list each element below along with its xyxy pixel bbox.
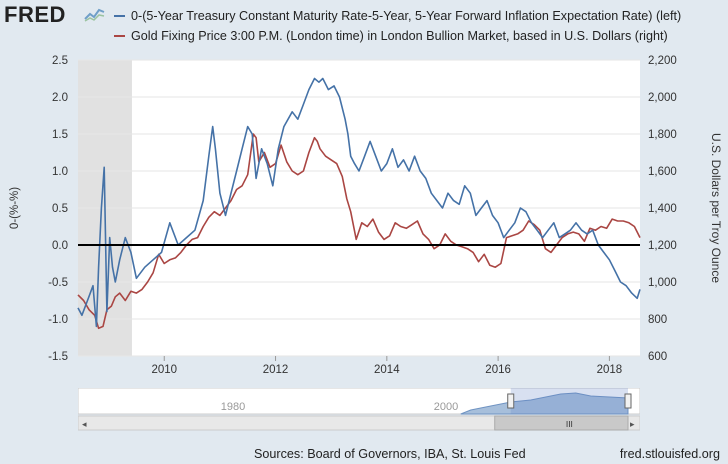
y-tick-label-left: 1.5 — [52, 129, 68, 141]
x-tick-label: 2016 — [485, 364, 511, 376]
y-tick-label-left: 0.5 — [52, 203, 68, 215]
y-tick-label-right: 2,000 — [648, 92, 677, 104]
line-chart: -1.5 -1.0 -0.5 0.0 0.5 1.0 1.5 2.0 2.5 600 800 1,00… — [9, 55, 723, 376]
navigator-year-label: 2000 — [434, 401, 458, 413]
legend-swatch-series-1 — [114, 15, 125, 17]
x-tick-label: 2012 — [263, 364, 289, 376]
chart-spark-icon — [84, 8, 105, 22]
y-tick-label-right: 1,400 — [648, 203, 677, 215]
y-tick-label-left: -0.5 — [48, 277, 68, 289]
legend-swatch-series-2 — [114, 35, 125, 37]
y-tick-label-right: 1,000 — [648, 277, 677, 289]
y-tick-label-left: -1.0 — [48, 314, 68, 326]
x-tick-label: 2018 — [597, 364, 623, 376]
range-navigator[interactable]: 1980 2000 III ◂ ▸ — [78, 388, 640, 432]
y-tick-label-left: 1.0 — [52, 166, 68, 178]
y-tick-label-right: 1,200 — [648, 240, 677, 252]
legend-label-series-2: Gold Fixing Price 3:00 P.M. (London time… — [131, 29, 668, 43]
y-tick-label-right: 1,600 — [648, 166, 677, 178]
y-tick-label-left: 2.5 — [52, 55, 68, 67]
y-tick-label-left: -1.5 — [48, 351, 68, 363]
legend: 0-(5-Year Treasury Constant Maturity Rat… — [114, 6, 681, 46]
y-tick-label-left: 2.0 — [52, 92, 68, 104]
y-tick-label-right: 1,800 — [648, 129, 677, 141]
navigator-window[interactable] — [510, 388, 628, 414]
scroll-right-arrow[interactable]: ▸ — [630, 420, 635, 430]
footer: Sources: Board of Governors, IBA, St. Lo… — [0, 440, 728, 464]
navigator-scrollbar-grip[interactable]: III — [566, 420, 573, 429]
site-link[interactable]: fred.stlouisfed.org — [619, 447, 720, 461]
navigator-handle-right[interactable] — [624, 393, 632, 409]
source-note: Sources: Board of Governors, IBA, St. Lo… — [254, 447, 526, 461]
y-tick-label-right: 800 — [648, 314, 667, 326]
scroll-left-arrow[interactable]: ◂ — [82, 420, 87, 430]
navigator-scrollbar-thumb[interactable] — [494, 415, 629, 431]
x-tick-label: 2014 — [374, 364, 400, 376]
y-tick-label-right: 600 — [648, 351, 667, 363]
header: FRED 0-(5-Year Treasury Constant Maturit… — [0, 0, 728, 50]
y-tick-label-right: 2,200 — [648, 55, 677, 67]
legend-item-series-2[interactable]: Gold Fixing Price 3:00 P.M. (London time… — [114, 26, 681, 46]
y-axis-title-left: 0-(%-%) — [9, 187, 21, 229]
y-axis-title-right: U.S. Dollars per Troy Ounce — [709, 133, 723, 283]
series-line-rate-spread — [77, 77, 641, 328]
legend-label-series-1: 0-(5-Year Treasury Constant Maturity Rat… — [131, 9, 682, 23]
legend-item-series-1[interactable]: 0-(5-Year Treasury Constant Maturity Rat… — [114, 6, 681, 26]
x-tick-label: 2010 — [151, 364, 177, 376]
series-line-gold-price — [77, 133, 641, 330]
y-tick-label-left: 0.0 — [52, 240, 68, 252]
navigator-year-label: 1980 — [221, 401, 245, 413]
fred-logo[interactable]: FRED — [4, 2, 66, 27]
navigator-handle-left[interactable] — [507, 393, 515, 409]
